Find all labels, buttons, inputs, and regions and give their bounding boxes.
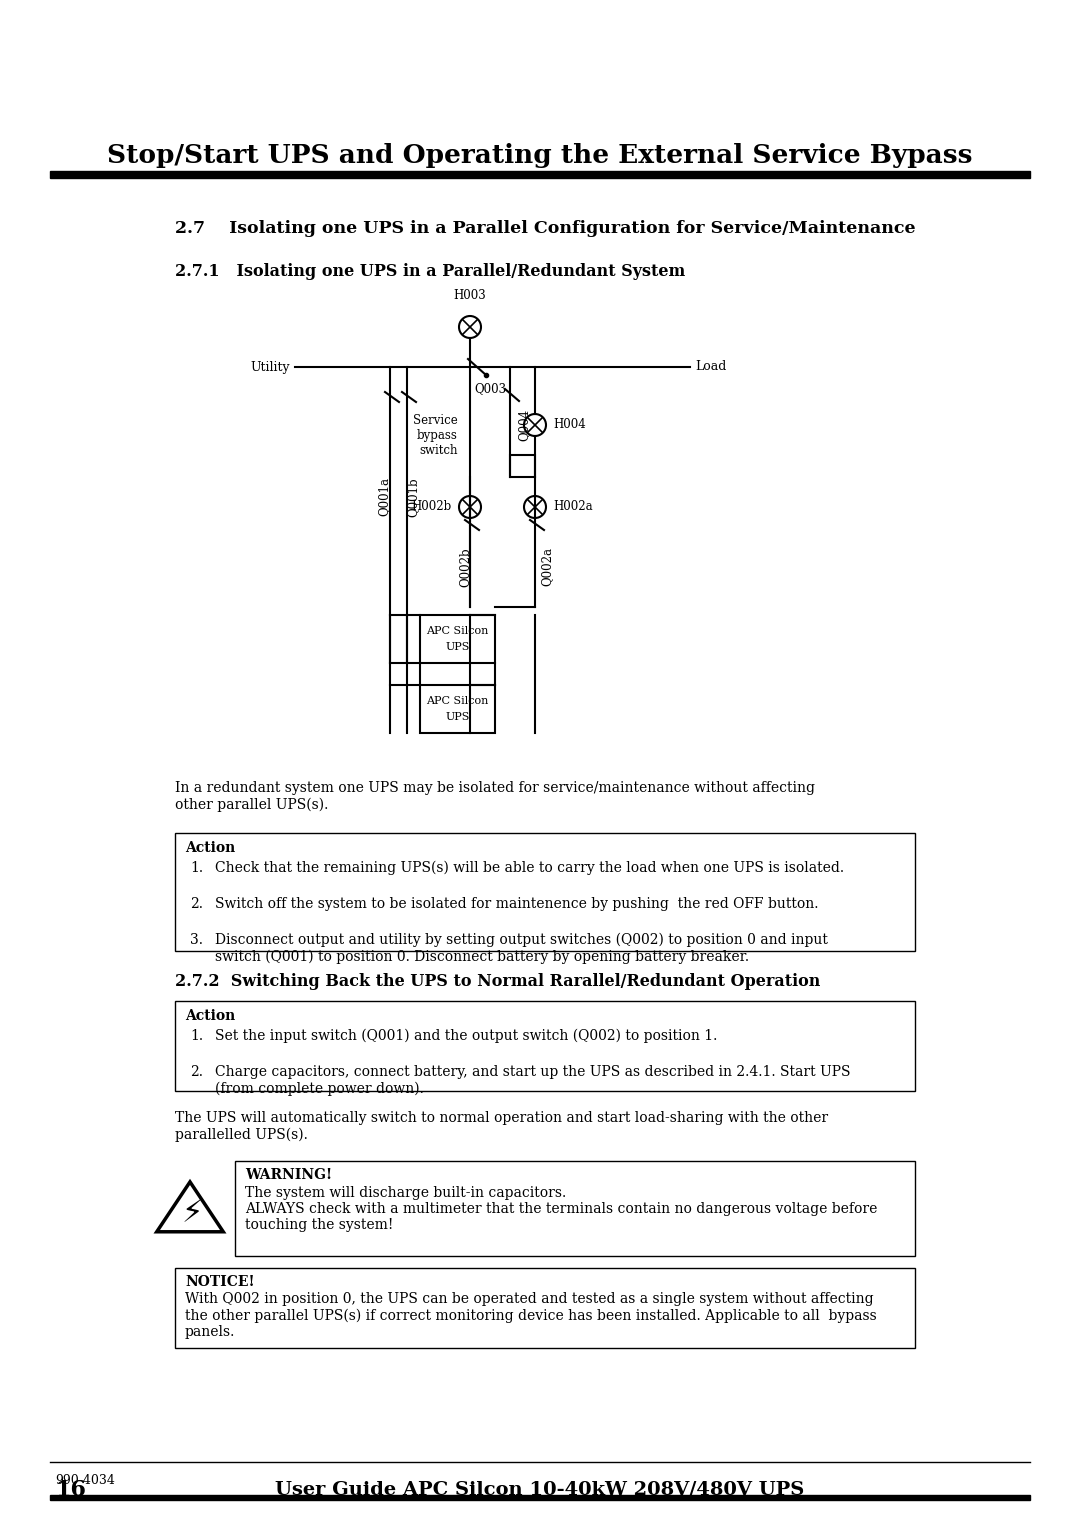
- Text: Check that the remaining UPS(s) will be able to carry the load when one UPS is i: Check that the remaining UPS(s) will be …: [215, 860, 845, 876]
- Text: ⚡: ⚡: [181, 1199, 203, 1229]
- Text: APC Silcon: APC Silcon: [427, 626, 488, 636]
- Text: Q003: Q003: [474, 382, 507, 396]
- Text: The system will discharge built-in capacitors.
ALWAYS check with a multimeter th: The system will discharge built-in capac…: [245, 1186, 877, 1233]
- Text: 2.7    Isolating one UPS in a Parallel Configuration for Service/Maintenance: 2.7 Isolating one UPS in a Parallel Conf…: [175, 220, 916, 237]
- Text: Q001a: Q001a: [378, 477, 391, 516]
- Bar: [510, 455, 535, 477]
- Text: 1.: 1.: [190, 860, 203, 876]
- Text: Load: Load: [696, 361, 727, 373]
- Text: With Q002 in position 0, the UPS can be operated and tested as a single system w: With Q002 in position 0, the UPS can be …: [185, 1293, 877, 1339]
- Text: NOTICE!: NOTICE!: [185, 1274, 255, 1290]
- Text: 2.: 2.: [190, 1065, 203, 1079]
- Text: Disconnect output and utility by setting output switches (Q002) to position 0 an: Disconnect output and utility by setting…: [215, 934, 828, 964]
- Text: 990-4034: 990-4034: [55, 1475, 114, 1487]
- Bar: [175, 1001, 915, 1091]
- Bar: [420, 685, 495, 733]
- Text: Stop/Start UPS and Operating the External Service Bypass: Stop/Start UPS and Operating the Externa…: [107, 142, 973, 168]
- Text: 2.7.2  Switching Back the UPS to Normal Rarallel/Redundant Operation: 2.7.2 Switching Back the UPS to Normal R…: [175, 973, 821, 990]
- Text: 2.7.1   Isolating one UPS in a Parallel/Redundant System: 2.7.1 Isolating one UPS in a Parallel/Re…: [175, 263, 685, 280]
- Text: UPS: UPS: [445, 712, 470, 723]
- Text: Q002a: Q002a: [540, 547, 554, 587]
- Text: 1.: 1.: [190, 1028, 203, 1044]
- Text: Q004: Q004: [517, 410, 530, 442]
- Text: Set the input switch (Q001) and the output switch (Q002) to position 1.: Set the input switch (Q001) and the outp…: [215, 1028, 717, 1044]
- Bar: [175, 1268, 915, 1348]
- Text: UPS: UPS: [445, 642, 470, 652]
- Bar: [235, 1161, 915, 1256]
- Text: APC Silcon: APC Silcon: [427, 695, 488, 706]
- Text: In a redundant system one UPS may be isolated for service/maintenance without af: In a redundant system one UPS may be iso…: [175, 781, 815, 811]
- Text: The UPS will automatically switch to normal operation and start load-sharing wit: The UPS will automatically switch to nor…: [175, 1111, 828, 1141]
- Text: WARNING!: WARNING!: [245, 1167, 333, 1183]
- Text: 3.: 3.: [190, 934, 203, 947]
- Bar: [175, 833, 915, 950]
- Text: 2.: 2.: [190, 897, 203, 911]
- Bar: [50, 1494, 1030, 1500]
- Text: H002b: H002b: [411, 501, 453, 513]
- Bar: [50, 171, 1030, 177]
- Text: Switch off the system to be isolated for maintenence by pushing  the red OFF but: Switch off the system to be isolated for…: [215, 897, 819, 911]
- Text: Q002b: Q002b: [459, 547, 472, 587]
- Bar: [420, 614, 495, 663]
- Text: 16: 16: [55, 1479, 86, 1500]
- Text: Action: Action: [185, 840, 235, 856]
- Text: User Guide APC Silcon 10-40kW 208V/480V UPS: User Guide APC Silcon 10-40kW 208V/480V …: [275, 1481, 805, 1499]
- Text: Service
bypass
switch: Service bypass switch: [414, 414, 458, 457]
- Text: H003: H003: [454, 289, 486, 303]
- Text: Utility: Utility: [251, 361, 291, 373]
- Text: Charge capacitors, connect battery, and start up the UPS as described in 2.4.1. : Charge capacitors, connect battery, and …: [215, 1065, 851, 1096]
- Text: Q001b: Q001b: [406, 477, 419, 516]
- Text: H002a: H002a: [553, 501, 593, 513]
- Text: H004: H004: [553, 419, 585, 431]
- Text: Action: Action: [185, 1008, 235, 1024]
